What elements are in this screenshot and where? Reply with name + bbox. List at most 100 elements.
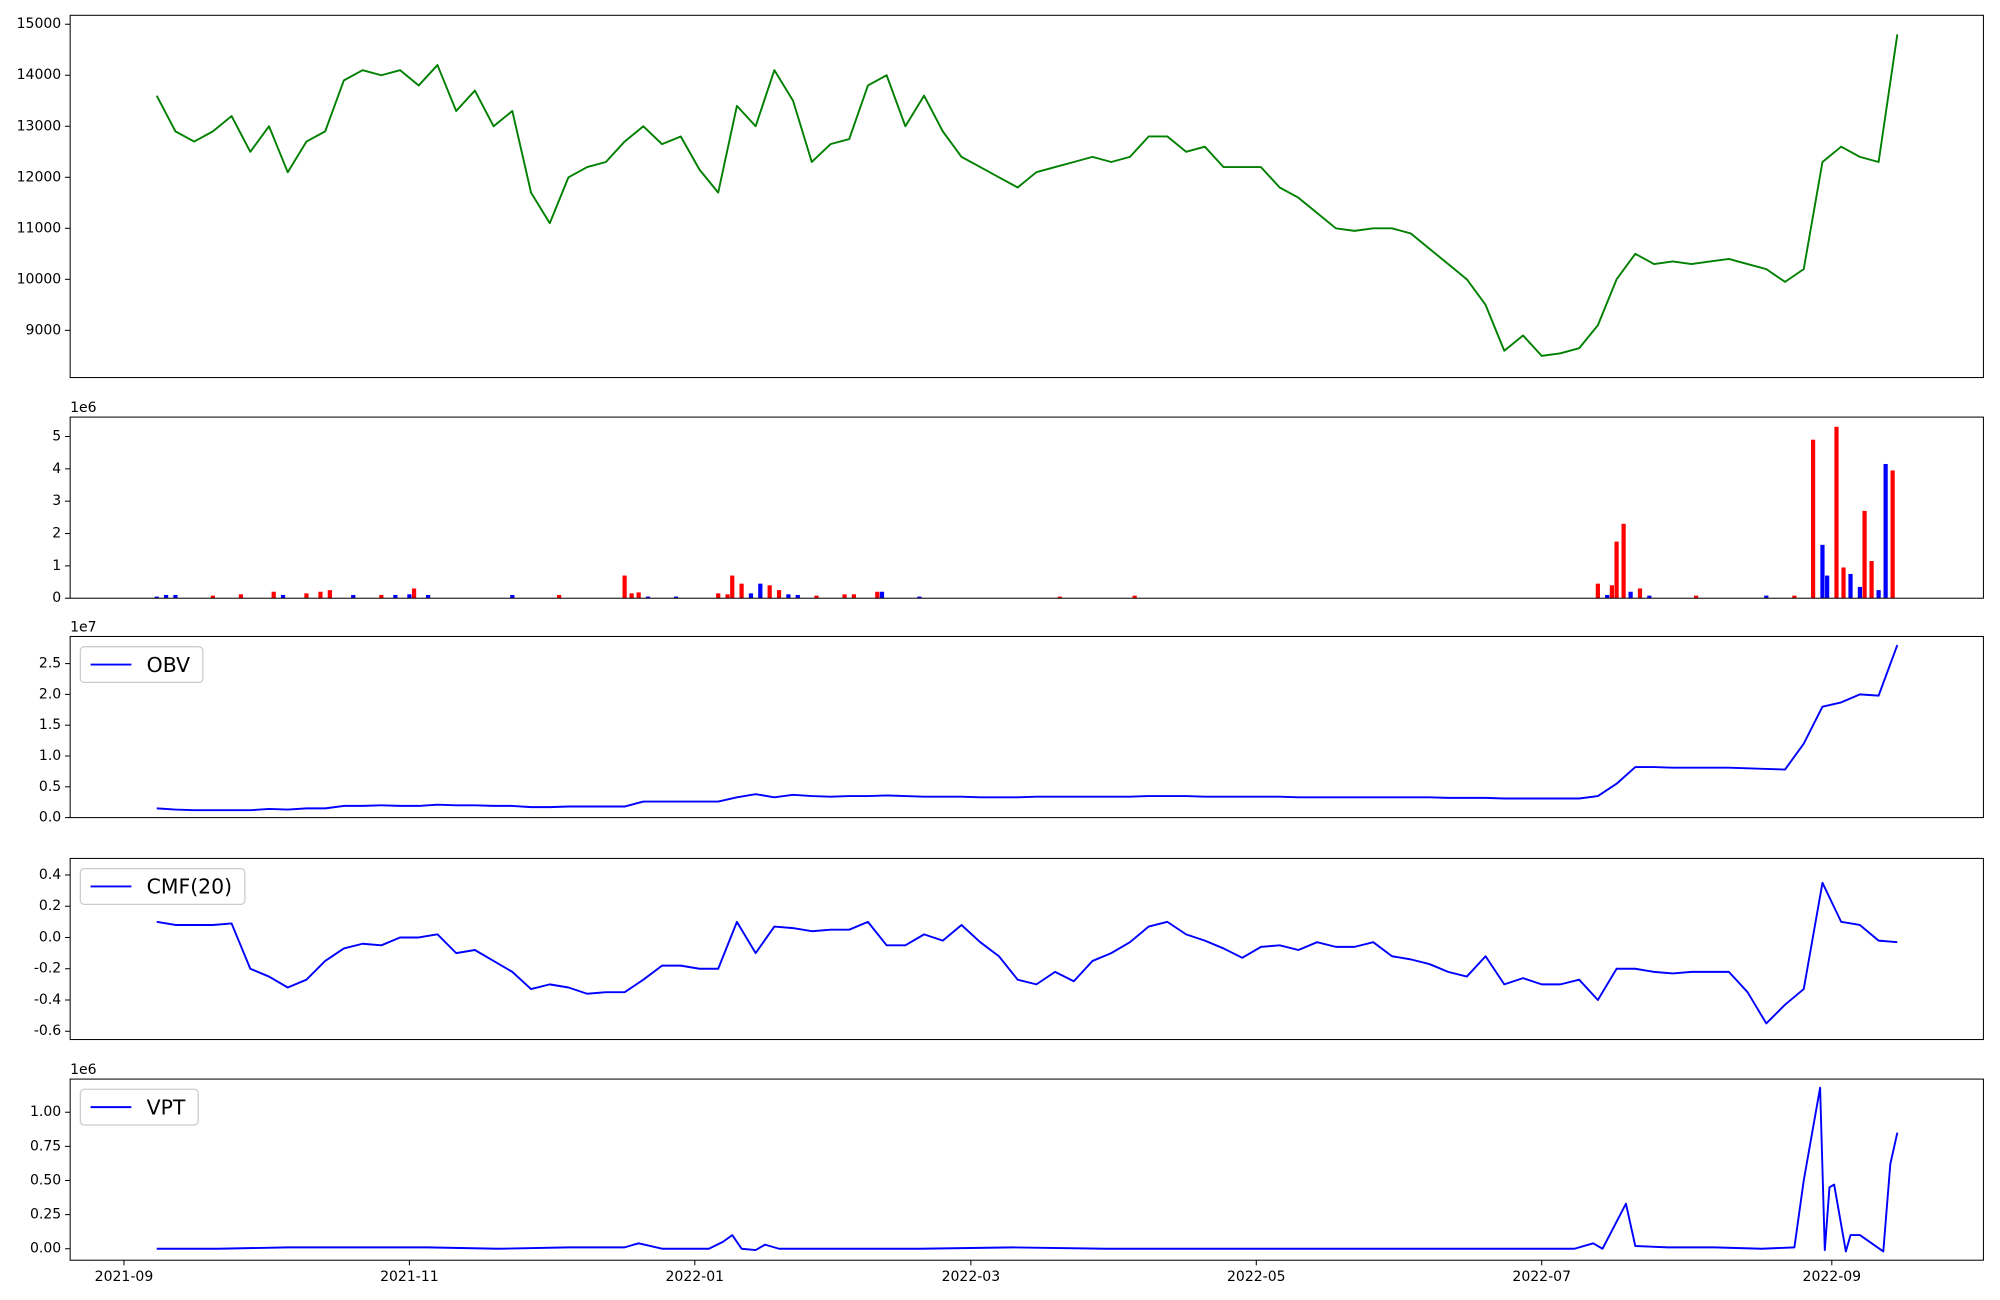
y-tick-label: -0.4 [34,992,61,1008]
bar [393,594,398,599]
bar [739,583,744,599]
offset-label: 1e6 [70,400,97,416]
bar [1820,544,1825,599]
y-tick-label: 0.00 [30,1241,61,1257]
bar [1595,583,1600,599]
bar [1834,426,1839,599]
bar [842,594,847,599]
bar [1876,590,1881,599]
panel: 0 1 2 3 4 5 1e6 [52,400,1984,606]
x-tick-label: 2021-11 [380,1269,439,1285]
bar [351,594,356,599]
legend-label: OBV [147,653,190,677]
bar [510,594,515,599]
x-tick-label: 2022-09 [1803,1269,1862,1285]
bar [1869,561,1874,599]
bar [636,592,641,599]
line [156,644,1899,812]
y-tick-label: 1.0 [39,748,61,764]
offset-label: 1e6 [70,1062,97,1078]
bar [210,595,215,599]
bar [776,590,782,599]
axes-frame [69,14,1984,379]
legend: VPT [79,1088,199,1126]
bar [327,590,332,599]
x-tick-label: 2022-03 [942,1269,1001,1285]
y-tick-label: 2 [52,526,61,542]
bar [1621,523,1626,599]
bar [1605,594,1610,599]
axes-frame [69,635,1984,819]
y-tick-label: 0.4 [39,867,61,883]
y-tick-label: 11000 [17,220,62,236]
bar [1792,595,1797,599]
y-tick-label: 12000 [17,169,62,185]
line [156,881,1898,1025]
y-tick-label: 4 [52,461,61,477]
bar [645,596,651,599]
y-tick-label: 0.0 [39,810,61,826]
x-tick-label: 2022-05 [1227,1269,1286,1285]
legend-label: CMF(20) [147,875,232,899]
bar [280,594,286,599]
bar [238,594,244,599]
y-tick-label: 0 [52,590,61,606]
bar [1609,585,1615,599]
bar [1628,591,1633,599]
y-tick-label: 0.2 [39,898,61,914]
bar [1637,588,1643,599]
bar [786,594,791,599]
x-tick-label: 2022-07 [1512,1269,1571,1285]
bar [318,591,323,599]
bar [1841,567,1846,599]
y-tick-label: 0.50 [30,1172,61,1188]
bar [1857,586,1862,599]
bar [622,575,627,599]
bar [1132,595,1137,599]
bar [879,591,885,599]
bar [1694,595,1699,599]
bar [730,575,735,599]
bar [1764,595,1769,599]
y-tick-label: 3 [52,493,61,509]
line [156,1086,1899,1253]
y-tick-label: 10000 [17,271,62,287]
y-tick-label: 14000 [17,67,62,83]
y-tick-label: 2.0 [39,686,61,702]
y-tick-label: 0.75 [30,1138,61,1154]
bar [1848,573,1853,599]
bar [1862,510,1867,599]
x-tick-label: 2022-01 [666,1269,725,1285]
bar [767,585,772,599]
bar [379,594,384,599]
y-tick-label: 1.00 [30,1104,61,1120]
legend-box [79,646,204,684]
bar [557,594,562,599]
bar [1810,439,1816,599]
axes-frame [69,857,1984,1041]
y-tick-label: 15000 [17,16,62,32]
bar [629,593,634,599]
offset-label: 1e7 [70,620,96,636]
legend-box [79,867,246,905]
legend-box [79,1088,199,1126]
legend: CMF(20) [79,867,246,905]
legend: OBV [79,646,204,684]
y-tick-label: 1 [52,558,61,574]
bar [163,594,169,599]
bar [795,594,800,599]
bar [725,594,730,599]
bar [814,595,819,599]
bar [271,591,276,599]
legend-label: VPT [147,1095,186,1119]
y-tick-label: 2.5 [39,656,61,672]
bar [304,593,309,599]
x-tick-label: 2021-09 [95,1269,154,1285]
y-tick-label: -0.6 [34,1023,61,1039]
panel: 0.00 0.25 0.50 0.75 1.00 2021-09 2021-11 2022-0… [30,1062,1984,1285]
bar [1647,595,1652,599]
y-tick-label: 13000 [17,118,62,134]
bar [851,594,857,599]
